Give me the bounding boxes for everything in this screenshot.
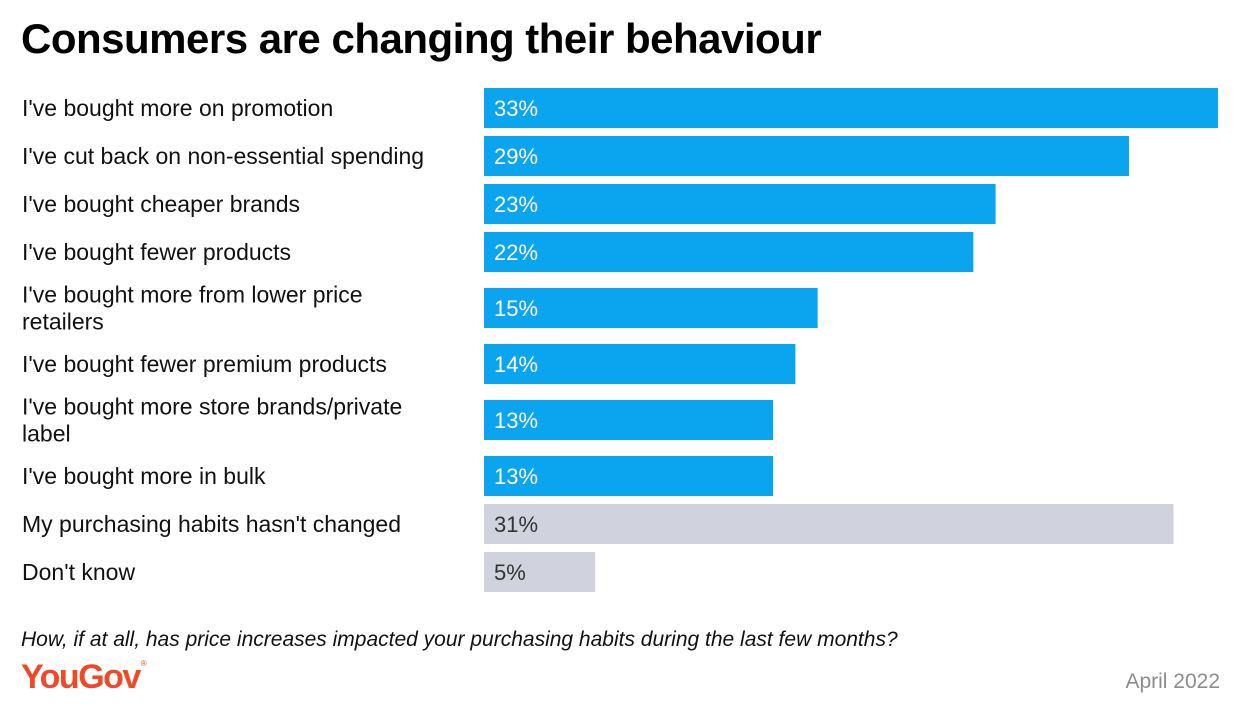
bar <box>484 504 1174 544</box>
category-label: I've bought more in bulk <box>22 463 266 489</box>
bar <box>484 344 796 384</box>
category-label-line: I've bought fewer premium products <box>22 351 387 377</box>
category-label: I've bought more store brands/private lab… <box>22 394 402 447</box>
bar <box>484 232 974 272</box>
category-label: I've bought cheaper brands <box>22 191 300 217</box>
bar-row: I've bought fewer premium products 14% <box>22 344 796 384</box>
bar-row: I've bought cheaper brands 23% <box>22 184 996 224</box>
value-label: 29% <box>494 144 538 169</box>
bar-row: My purchasing habits hasn't changed 31% <box>22 504 1174 544</box>
value-label: 13% <box>494 464 538 489</box>
category-label-line: I've bought cheaper brands <box>22 191 300 217</box>
category-label-line: My purchasing habits hasn't changed <box>22 511 401 537</box>
survey-question: How, if at all, has price increases impa… <box>21 628 898 651</box>
category-label-line: Don't know <box>22 559 135 585</box>
value-label: 31% <box>494 512 538 537</box>
category-label: I've bought more on promotion <box>22 95 333 121</box>
value-label: 23% <box>494 192 538 217</box>
value-label: 33% <box>494 96 538 121</box>
category-label-line: I've bought more in bulk <box>22 463 266 489</box>
bar-row: I've bought more in bulk 13% <box>22 456 774 496</box>
bar-row: I've cut back on non-essential spending 2… <box>22 136 1130 176</box>
registered-mark: ® <box>140 659 147 668</box>
category-label-line: label <box>22 421 71 447</box>
category-label: I've bought more from lower price retaile… <box>22 282 363 335</box>
value-label: 15% <box>494 296 538 321</box>
value-label: 13% <box>494 408 538 433</box>
value-label: 14% <box>494 352 538 377</box>
yougov-logo: YouGov® <box>21 658 147 696</box>
bar <box>484 136 1130 176</box>
category-label-line: I've cut back on non-essential spending <box>22 143 424 169</box>
bar <box>484 456 774 496</box>
category-label-line: I've bought more store brands/private <box>22 394 402 420</box>
category-label: I've cut back on non-essential spending <box>22 143 424 169</box>
value-label: 5% <box>494 560 526 585</box>
logo-text: YouGov <box>21 658 141 696</box>
bar-row: I've bought more on promotion 33% <box>22 88 1218 128</box>
bar <box>484 552 596 592</box>
category-label: I've bought fewer premium products <box>22 351 387 377</box>
category-label-line: I've bought fewer products <box>22 239 291 265</box>
bar <box>484 184 996 224</box>
bar <box>484 288 818 328</box>
category-label-line: retailers <box>22 309 104 335</box>
bar-row: I've bought fewer products 22% <box>22 232 974 272</box>
category-label-line: I've bought more from lower price <box>22 282 363 308</box>
category-label: Don't know <box>22 559 135 585</box>
bar-row: I've bought more store brands/private lab… <box>22 394 774 447</box>
category-label-line: I've bought more on promotion <box>22 95 333 121</box>
bar <box>484 88 1218 128</box>
bar-row: I've bought more from lower price retaile… <box>22 282 818 335</box>
date-label: April 2022 <box>1125 670 1220 693</box>
bar <box>484 400 774 440</box>
value-label: 22% <box>494 240 538 265</box>
category-label: My purchasing habits hasn't changed <box>22 511 401 537</box>
chart-title: Consumers are changing their behaviour <box>21 15 822 62</box>
bar-row: Don't know 5% <box>22 552 596 592</box>
category-label: I've bought fewer products <box>22 239 291 265</box>
